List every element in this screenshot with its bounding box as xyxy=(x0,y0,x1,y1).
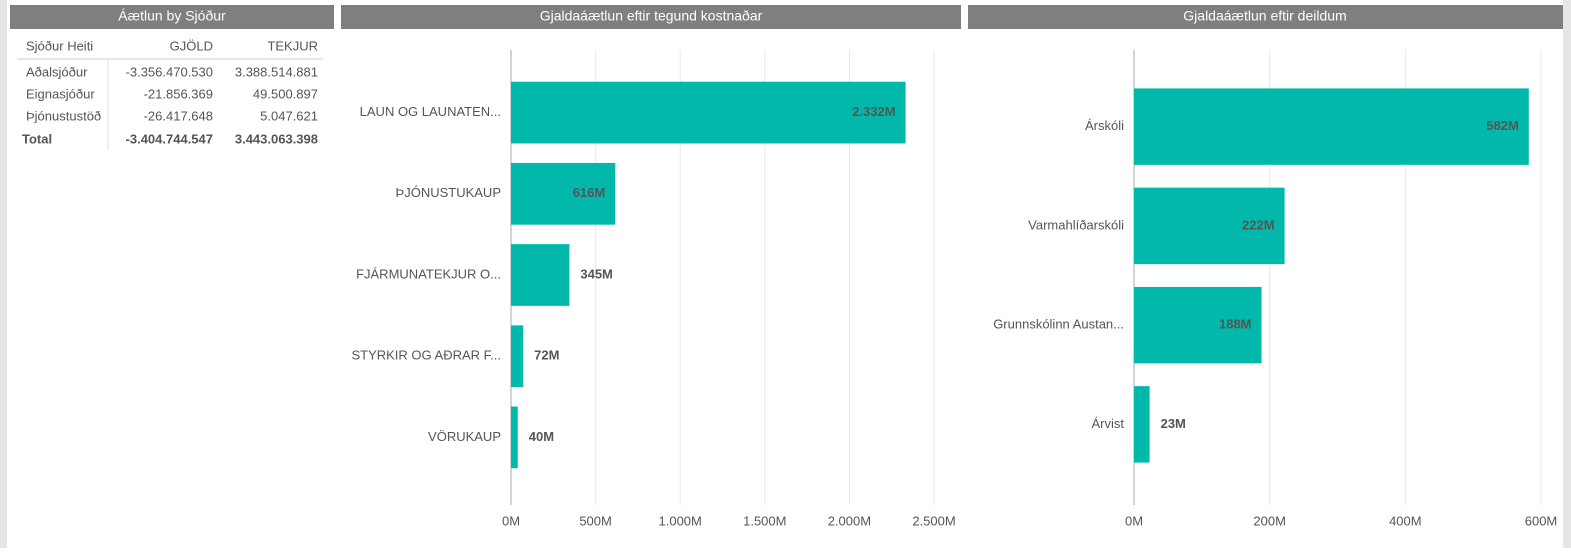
x-tick-label: 200M xyxy=(1253,513,1286,528)
column-header: GJÖLD xyxy=(170,38,213,53)
chart-title: Gjaldaáætlun eftir deildum xyxy=(1183,8,1346,24)
data-label: 188M xyxy=(1219,317,1252,332)
x-tick-label: 600M xyxy=(1525,513,1558,528)
x-tick-label: 2.000M xyxy=(828,513,871,528)
bar xyxy=(511,81,906,144)
table-cell: 3.388.514.881 xyxy=(235,64,318,79)
panel-header xyxy=(968,5,1563,29)
data-label: 345M xyxy=(580,266,613,281)
data-label: 222M xyxy=(1242,217,1275,232)
total-cell: Total xyxy=(22,131,52,146)
data-label: 40M xyxy=(529,429,554,444)
column-header: TEKJUR xyxy=(267,38,318,53)
bar xyxy=(1134,88,1529,165)
data-label: 23M xyxy=(1161,416,1186,431)
y-tick-label: LAUN OG LAUNATEN... xyxy=(360,104,501,119)
bar xyxy=(1134,187,1285,265)
table-cell: -26.417.648 xyxy=(144,108,213,123)
panel-header xyxy=(341,5,961,29)
table-cell: 49.500.897 xyxy=(253,86,318,101)
x-tick-label: 400M xyxy=(1389,513,1422,528)
column-header: Sjóður Heiti xyxy=(26,38,93,53)
bar xyxy=(1134,386,1150,463)
y-tick-label: Varmahlíðarskóli xyxy=(1028,217,1124,232)
data-label: 72M xyxy=(534,348,559,363)
table-cell: -3.356.470.530 xyxy=(126,64,213,79)
y-tick-label: VÖRUKAUP xyxy=(428,429,501,444)
bar xyxy=(511,244,570,306)
table-cell: Þjónustustöð xyxy=(26,108,101,123)
total-cell: 3.443.063.398 xyxy=(235,131,318,146)
chart-title: Gjaldaáætlun eftir tegund kostnaðar xyxy=(540,8,763,24)
x-tick-label: 1.000M xyxy=(659,513,702,528)
y-tick-label: ÞJÓNUSTUKAUP xyxy=(396,185,501,200)
data-label: 616M xyxy=(573,185,606,200)
x-tick-label: 2.500M xyxy=(912,513,955,528)
bar xyxy=(511,162,616,225)
y-tick-label: FJÁRMUNATEKJUR O... xyxy=(356,266,501,281)
table-cell: 5.047.621 xyxy=(260,108,318,123)
data-label: 582M xyxy=(1486,118,1519,133)
y-tick-label: Grunnskólinn Austan... xyxy=(993,317,1124,332)
y-tick-label: Árvist xyxy=(1092,416,1125,431)
table-cell: Aðalsjóður xyxy=(26,64,88,79)
y-tick-label: STYRKIR OG AÐRAR F... xyxy=(351,348,501,363)
total-cell: -3.404.744.547 xyxy=(126,131,213,146)
scrollbar[interactable] xyxy=(1563,0,1571,548)
bar xyxy=(511,406,518,469)
bar xyxy=(1134,286,1262,364)
panel-header xyxy=(10,5,334,29)
x-tick-label: 1.500M xyxy=(743,513,786,528)
y-tick-label: Árskóli xyxy=(1085,118,1124,133)
left-strip xyxy=(0,0,7,548)
data-label: 2.332M xyxy=(852,104,895,119)
table-cell: -21.856.369 xyxy=(144,86,213,101)
bar xyxy=(511,325,524,388)
x-tick-label: 0M xyxy=(502,513,520,528)
x-tick-label: 0M xyxy=(1125,513,1143,528)
table-title: Áætlun by Sjóður xyxy=(118,8,226,24)
x-tick-label: 500M xyxy=(579,513,612,528)
table-cell: Eignasjóður xyxy=(26,86,95,101)
